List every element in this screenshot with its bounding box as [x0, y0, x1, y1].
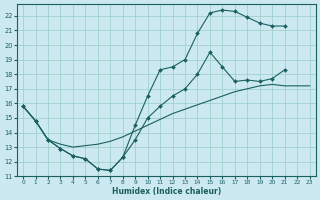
- X-axis label: Humidex (Indice chaleur): Humidex (Indice chaleur): [112, 187, 221, 196]
